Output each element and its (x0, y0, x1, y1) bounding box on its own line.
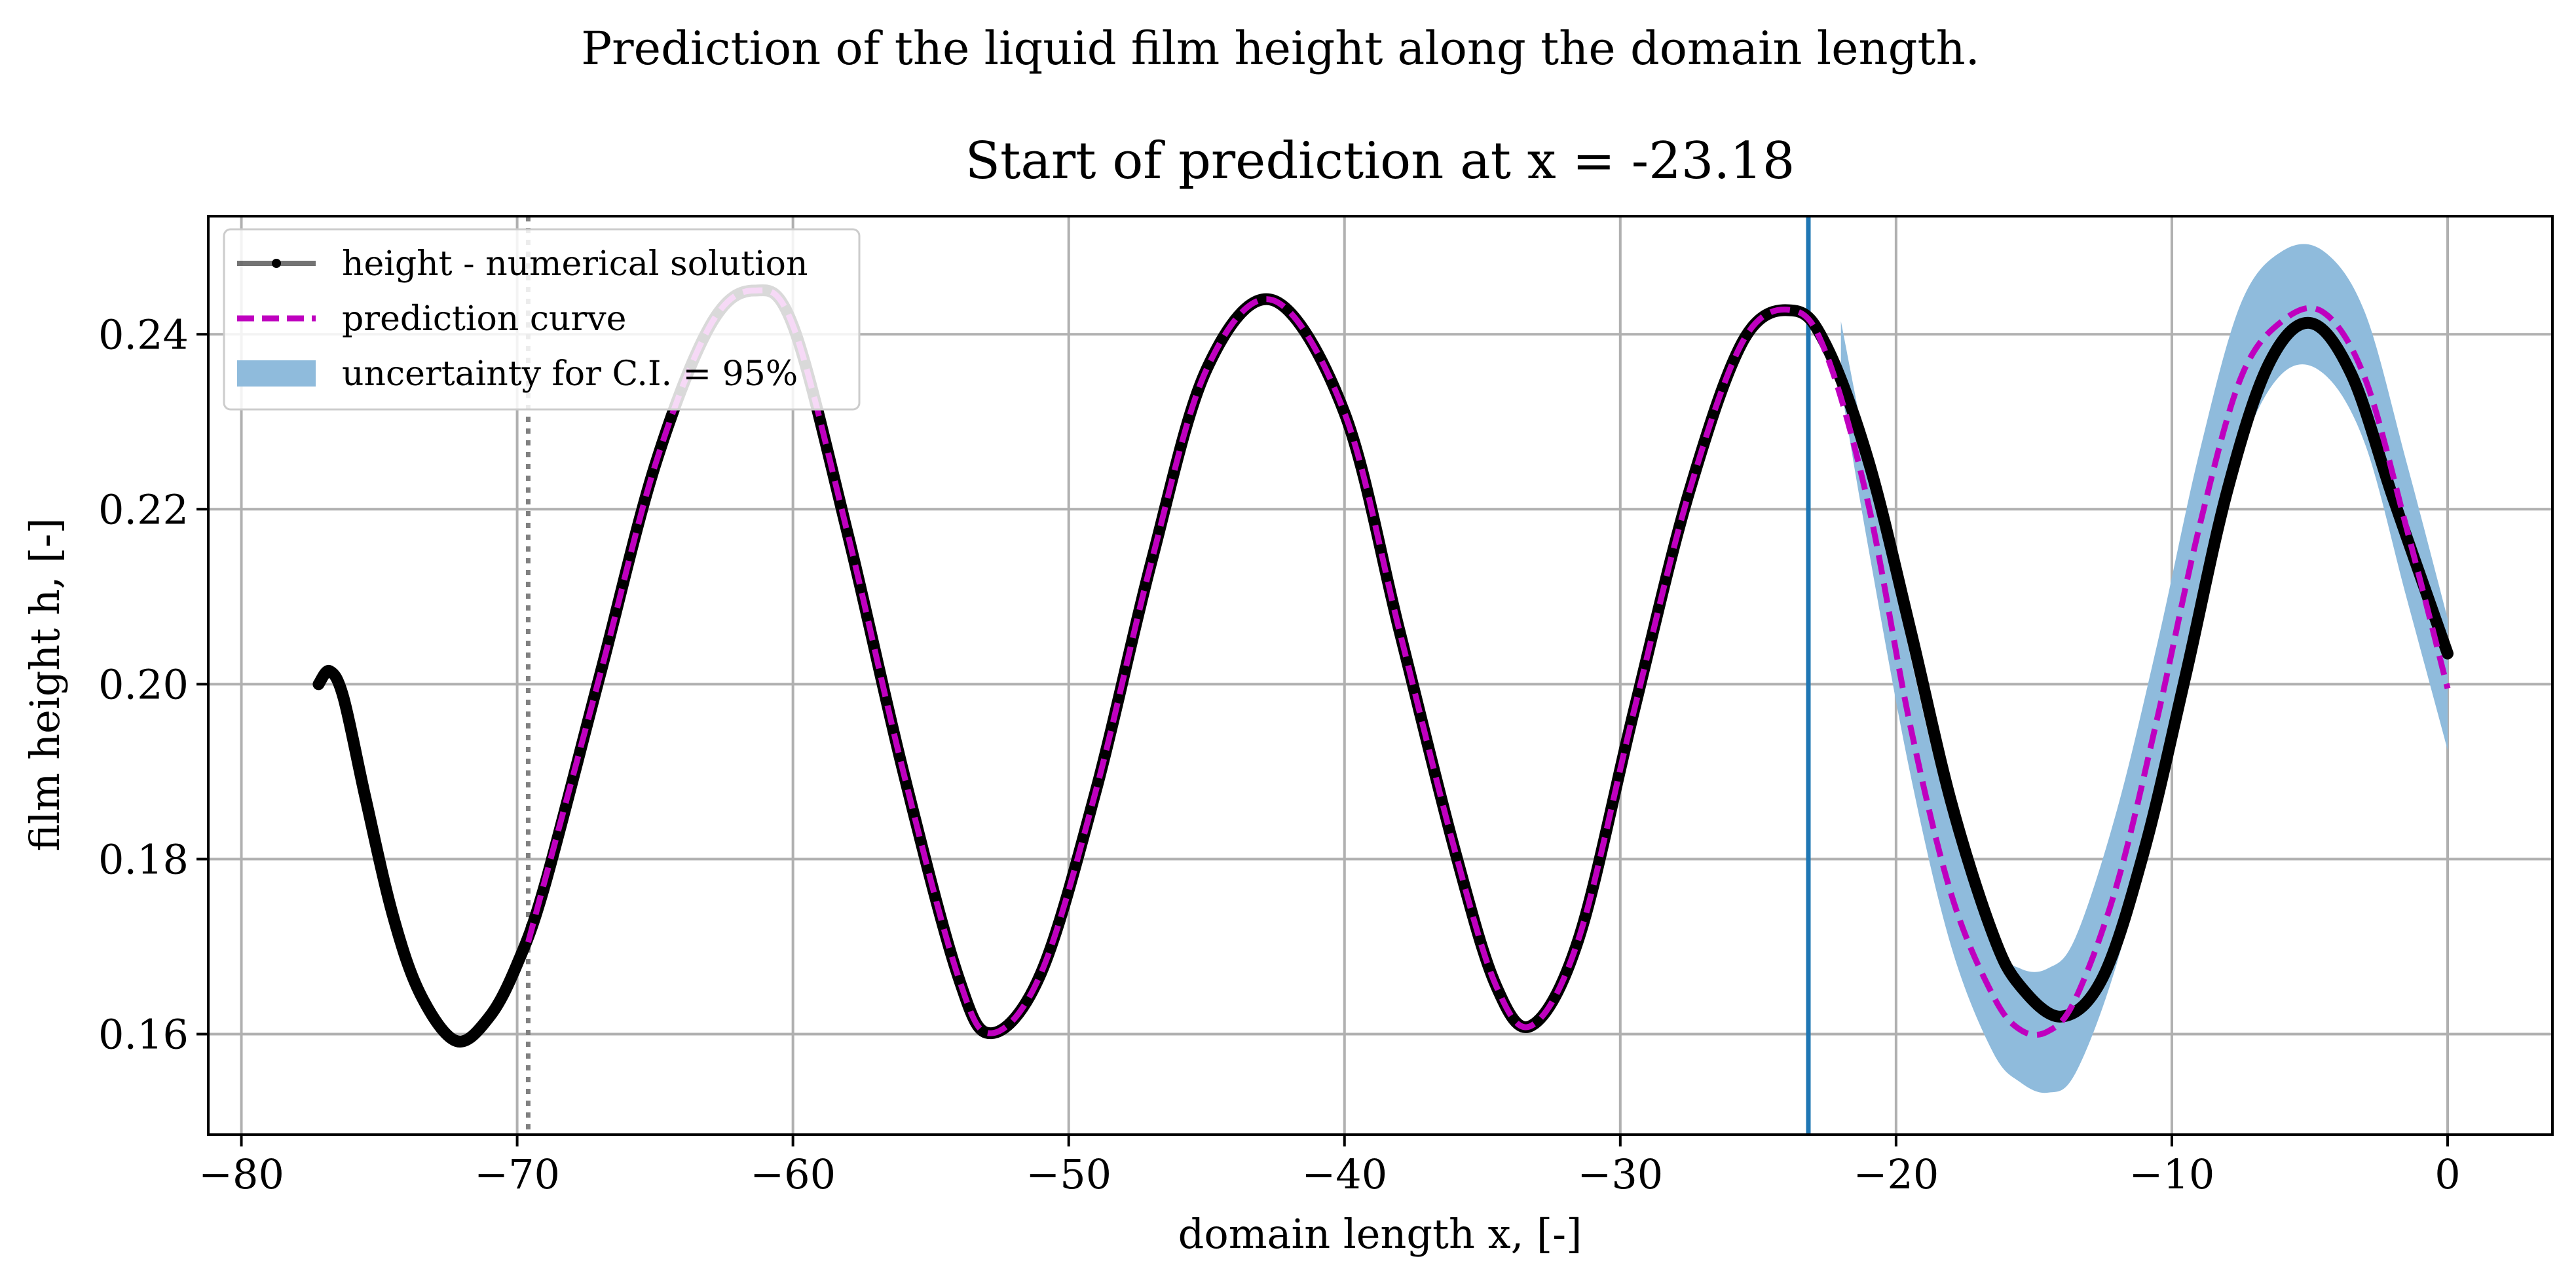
x-tick-label: −20 (1853, 1150, 1939, 1198)
x-tick-label: 0 (2435, 1150, 2460, 1198)
y-axis-label: film height h, [-] (21, 518, 69, 851)
legend: height - numerical solution prediction cu… (223, 228, 861, 411)
figure-suptitle: Prediction of the liquid film height alo… (581, 22, 1980, 75)
legend-label: uncertainty for C.I. = 95% (342, 354, 798, 394)
vertical-lines-layer (525, 216, 1811, 1135)
x-tick-label: −40 (1301, 1150, 1387, 1198)
legend-label: height - numerical solution (342, 244, 808, 284)
legend-label: prediction curve (342, 299, 626, 339)
legend-box (223, 228, 861, 411)
x-tick-label: −10 (2129, 1150, 2215, 1198)
axes-frame (207, 215, 2554, 1136)
y-tick-label: 0.16 (98, 1010, 189, 1058)
x-axis-label: domain length x, [-] (1178, 1210, 1582, 1258)
y-tick-label: 0.22 (98, 485, 189, 533)
series-layer (312, 284, 2454, 1048)
x-tick-label: −30 (1577, 1150, 1663, 1198)
chart-title: Start of prediction at x = -23.18 (965, 132, 1795, 191)
y-tick-label: 0.18 (98, 835, 189, 883)
legend-swatch-uncertainty (237, 360, 316, 387)
x-tick-label: −80 (198, 1150, 284, 1198)
x-tick-label: −60 (750, 1150, 836, 1198)
prediction-curve-line (525, 287, 2451, 1038)
x-tick-label: −50 (1026, 1150, 1111, 1198)
legend-swatch-marker (272, 259, 281, 268)
y-tick-label: 0.24 (98, 311, 189, 358)
y-tick-label: 0.20 (98, 660, 189, 708)
x-tick-label: −70 (474, 1150, 560, 1198)
tick-layer: −80 −70 −60 −50 −40 −30 −20 −10 0 0.16 0.18 0.20 0.2… (98, 311, 2461, 1198)
